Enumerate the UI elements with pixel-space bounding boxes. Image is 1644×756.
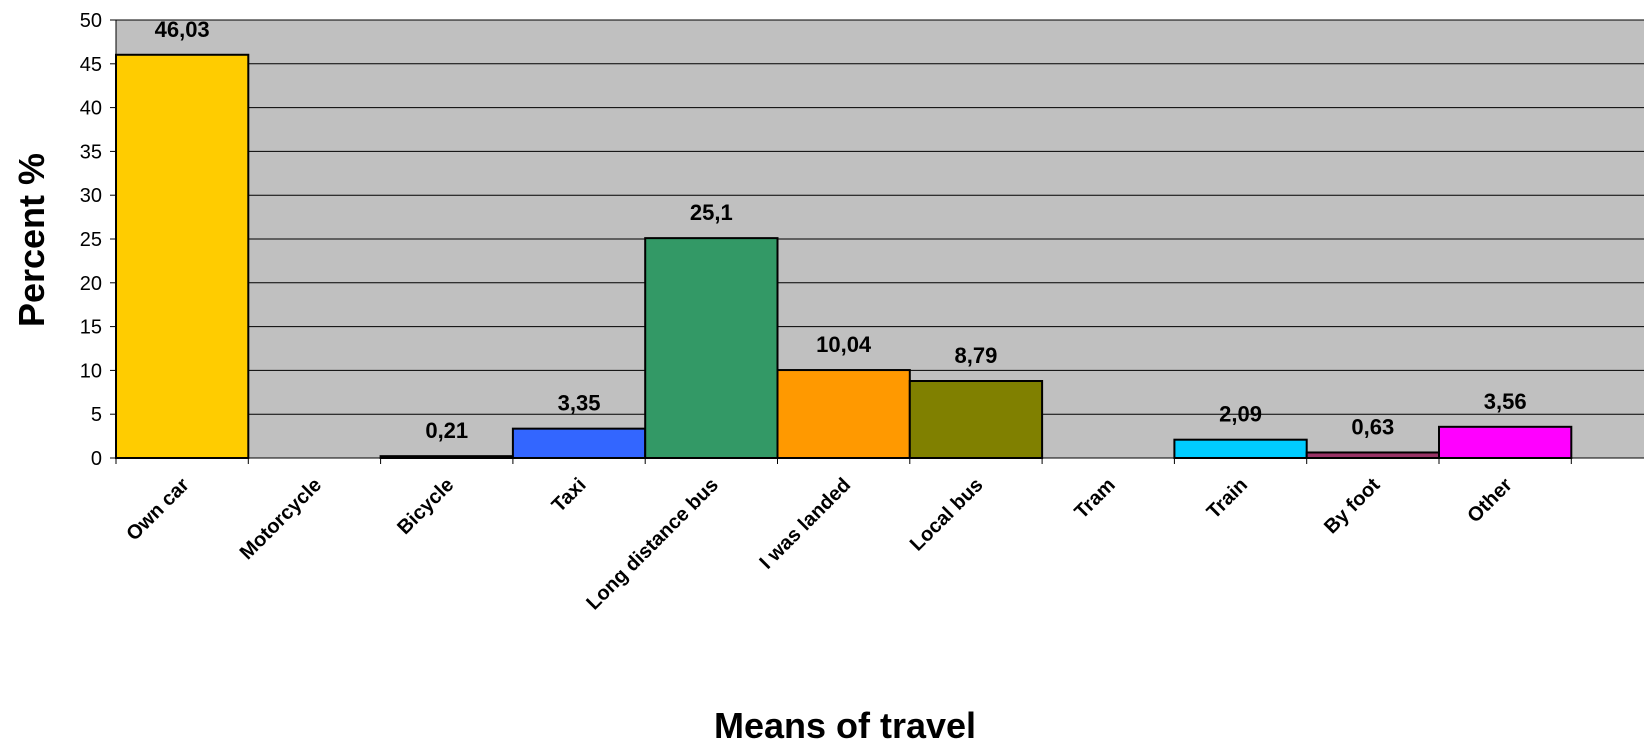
x-axis-title: Means of travel [714,705,976,746]
data-label: 10,04 [816,332,872,357]
plot-area: 46,03 0,21 3,35 25,1 10,04 8,79 2,09 0,63 3,56 [115,17,1644,460]
y-tick-label: 20 [80,273,102,295]
y-tick-label: 5 [91,404,102,426]
y-tick-label: 10 [80,360,102,382]
data-label: 0,63 [1351,414,1394,439]
data-label: 8,79 [955,343,998,368]
data-label: 46,03 [155,17,210,42]
bar-i-was-landed [776,369,911,459]
y-tick-label: 50 [80,10,102,32]
y-tick-label: 45 [80,54,102,76]
data-label: 3,56 [1484,389,1527,414]
x-tick-label: Local bus [906,474,988,556]
data-label: 25,1 [690,200,733,225]
bar-train [1173,438,1308,459]
data-label: 2,09 [1219,402,1262,427]
bar-own-car [115,53,250,460]
x-tick-label: Motorcycle [236,474,326,564]
x-tick-label: Long distance bus [582,474,722,614]
x-tick-label: Other [1463,474,1516,527]
x-tick-label: Train [1203,474,1252,523]
y-tick-label: 0 [91,448,102,470]
y-tick-label: 35 [80,141,102,163]
x-tick-label: Bicycle [393,474,458,539]
bar-by-foot [1305,451,1440,460]
y-tick-label: 30 [80,185,102,207]
bar-taxi [511,427,647,459]
x-tick-label: Tram [1070,474,1119,523]
x-tick-label: By foot [1320,474,1385,539]
y-tick-label: 25 [80,229,102,251]
x-tick-label: Own car [122,474,194,546]
bar-local-bus [908,379,1044,459]
x-tick-label: Taxi [548,474,591,517]
data-label: 3,35 [558,391,601,416]
y-tick-label: 15 [80,317,102,339]
y-tick-label: 40 [80,98,102,120]
data-label: 0,21 [425,418,468,443]
y-axis-title: Percent % [11,153,52,327]
bar-long-distance-bus [644,237,779,459]
x-tick-label: I was landed [756,474,856,574]
bar-other [1438,425,1573,459]
y-axis: 0 5 10 15 20 25 30 35 40 45 50 [80,10,117,470]
